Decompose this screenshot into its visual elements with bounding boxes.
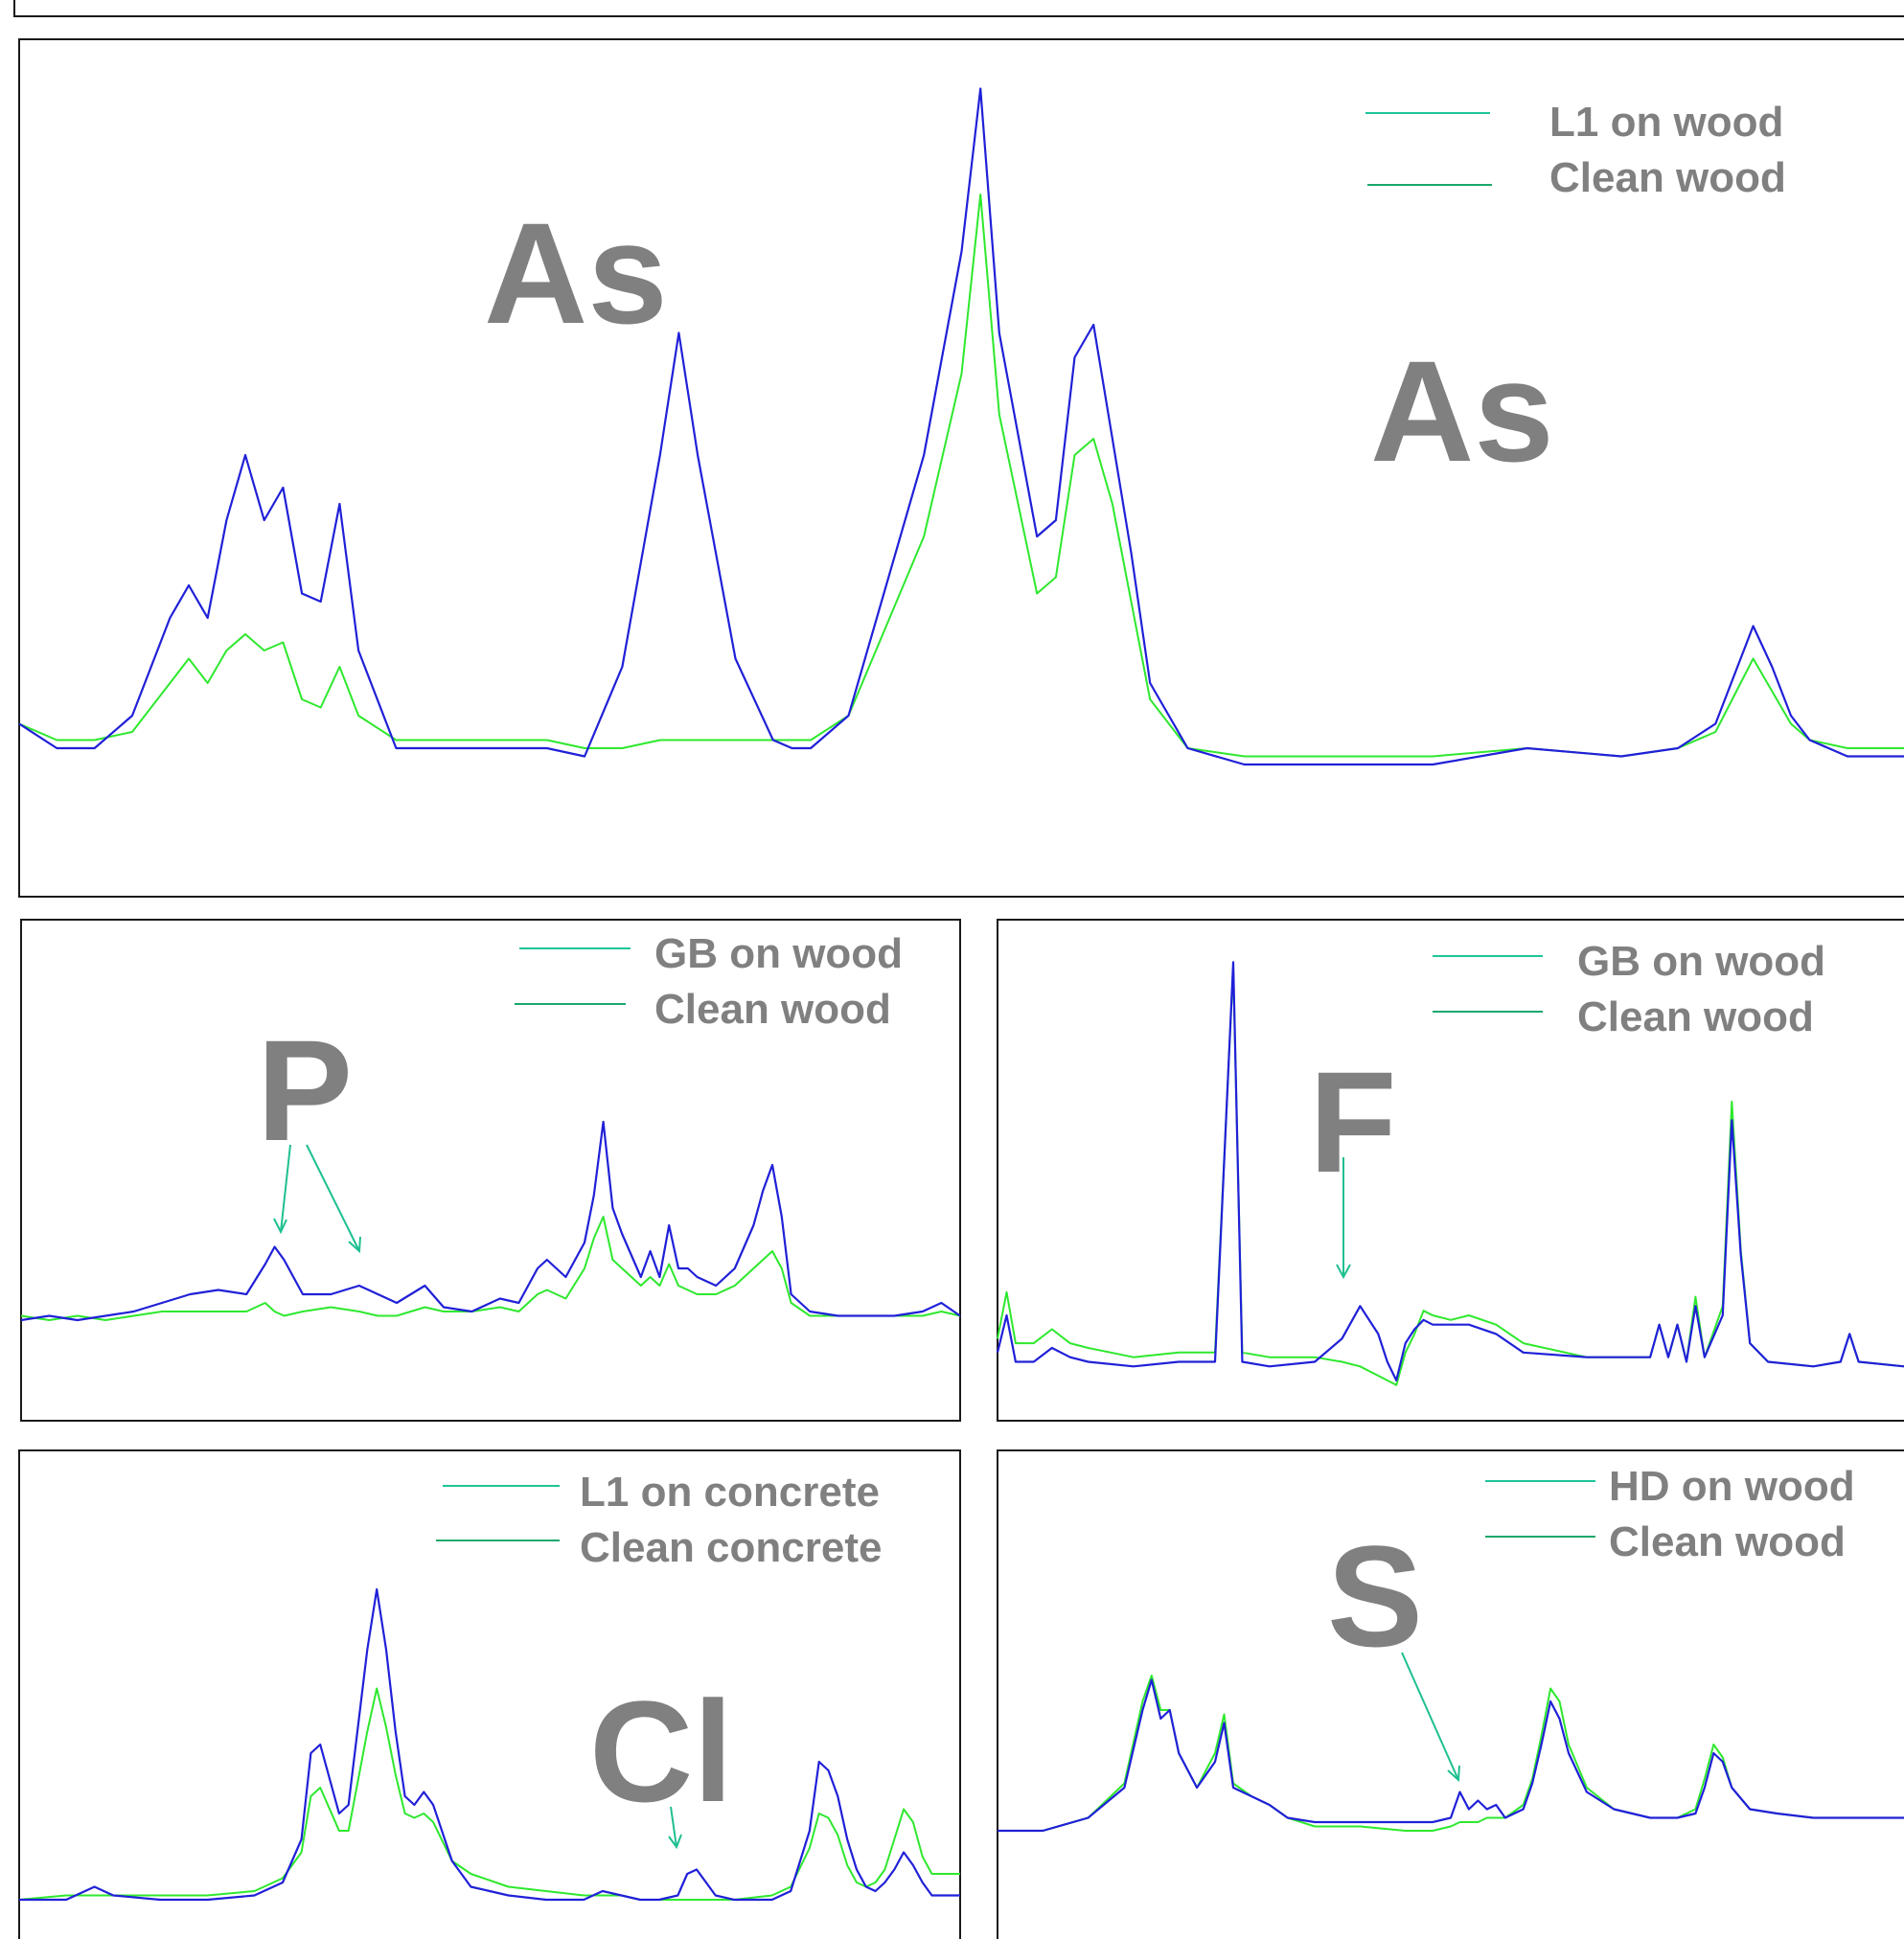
legend-label-clean: Clean wood xyxy=(1549,154,1786,201)
legend-label-sample: L1 on wood xyxy=(1549,99,1783,146)
panel-top: L1 on wood Clean wood As As xyxy=(18,38,1904,898)
element-label-p: P xyxy=(257,1010,353,1171)
p-arrows xyxy=(273,1144,361,1254)
legend-label-sample: L1 on concrete xyxy=(580,1469,880,1516)
top-series-sample xyxy=(18,87,1904,766)
element-label-as-2: As xyxy=(1370,331,1554,491)
panel-mid-right-plot xyxy=(996,961,1904,1386)
panel-mid-left-plot xyxy=(20,1120,961,1322)
cl-arrow-shaft xyxy=(670,1806,677,1848)
element-label-s: S xyxy=(1327,1516,1423,1677)
legend-label-sample: HD on wood xyxy=(1609,1463,1855,1510)
f-arrow-head xyxy=(1336,1264,1351,1280)
panel-bottom-right-legend: HD on wood Clean wood xyxy=(1485,1463,1855,1565)
s-arrow xyxy=(1401,1652,1460,1783)
cl-arrow xyxy=(668,1806,682,1850)
element-label-as-1: As xyxy=(484,193,668,354)
panel-mid-left-frame xyxy=(20,919,961,1422)
element-label-cl: Cl xyxy=(589,1671,733,1832)
legend-label-sample: GB on wood xyxy=(1577,938,1825,985)
p-arrow-2 xyxy=(306,1144,360,1252)
panel-mid-right-legend: GB on wood Clean wood xyxy=(1433,938,1825,1040)
s-arrow-head xyxy=(1447,1765,1460,1783)
legend-label-clean: Clean concrete xyxy=(580,1524,882,1571)
panel-bottom-right: HD on wood Clean wood S xyxy=(997,1449,1904,1939)
panel-top-plot xyxy=(18,87,1904,766)
top-strip-frame xyxy=(13,0,1904,17)
panel-mid-right-frame xyxy=(997,919,1904,1422)
bottom-right-series-sample xyxy=(998,1678,1904,1833)
panel-bottom-left-legend: L1 on concrete Clean concrete xyxy=(436,1469,882,1571)
legend-label-clean: Clean wood xyxy=(654,986,891,1033)
mid-left-series-clean xyxy=(20,1216,961,1321)
p-arrow-1 xyxy=(280,1144,291,1233)
legend-label-clean: Clean wood xyxy=(1577,993,1814,1040)
panel-top-legend: L1 on wood Clean wood xyxy=(1365,99,1786,201)
panel-bottom-right-plot xyxy=(998,1675,1904,1833)
bottom-left-series-sample xyxy=(19,1587,960,1902)
mid-left-series-sample xyxy=(20,1120,961,1322)
panel-bottom-left: L1 on concrete Clean concrete Cl xyxy=(18,1449,961,1939)
panel-mid-left-legend: GB on wood Clean wood xyxy=(515,930,903,1033)
cl-arrow-head xyxy=(668,1834,682,1850)
f-arrow xyxy=(1336,1157,1351,1280)
legend-label-clean: Clean wood xyxy=(1609,1518,1846,1565)
legend-label-sample: GB on wood xyxy=(654,930,903,977)
mid-right-series-sample xyxy=(996,961,1904,1382)
bottom-left-series-clean xyxy=(18,1687,960,1901)
panel-bottom-left-frame xyxy=(18,1449,961,1939)
p-arrow-1-head xyxy=(273,1218,287,1235)
panel-mid-left: GB on wood Clean wood P xyxy=(20,919,961,1422)
panel-mid-right: GB on wood Clean wood F xyxy=(996,919,1904,1422)
panel-bottom-left-plot xyxy=(18,1587,960,1902)
panel-bottom-right-frame xyxy=(997,1449,1904,1939)
s-arrow-shaft xyxy=(1401,1652,1459,1781)
p-arrow-2-head xyxy=(348,1236,361,1254)
element-label-f: F xyxy=(1309,1041,1397,1202)
